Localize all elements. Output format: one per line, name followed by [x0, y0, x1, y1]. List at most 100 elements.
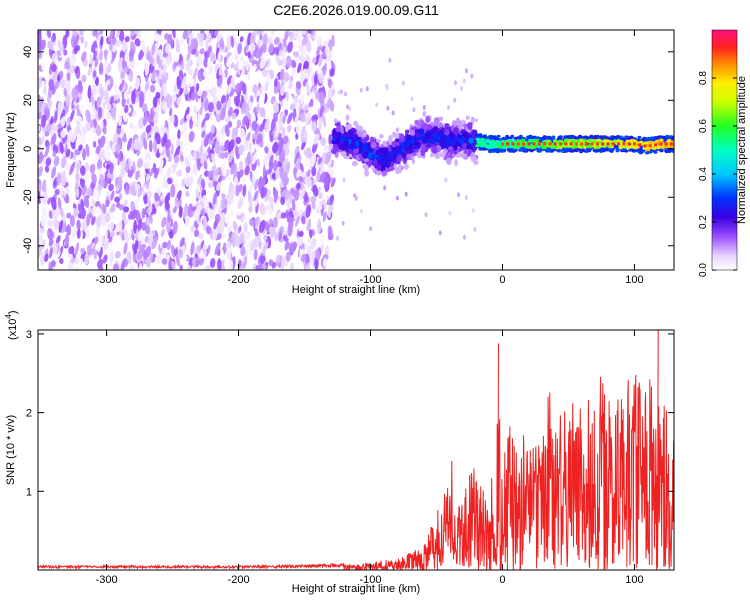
spectrogram-cell: [185, 190, 190, 197]
spectrogram-cell: [228, 190, 234, 202]
spectrogram-cell: [270, 227, 276, 239]
spectrogram-cell: [242, 184, 247, 197]
spectrogram-cell: [84, 40, 88, 49]
spectrogram-cell: [178, 69, 184, 79]
spectrogram-cell: [145, 124, 152, 133]
spectrogram-cell: [656, 146, 661, 150]
spectrogram-cell: [423, 122, 429, 130]
spectrogram-cell: [172, 93, 177, 103]
spectrogram-cell: [301, 171, 307, 178]
spectrogram-cell: [424, 212, 428, 218]
spectrogram-cell: [238, 232, 245, 245]
spectrogram-cell: [66, 124, 71, 132]
spectrogram-cell: [216, 100, 222, 111]
spectrogram-cell: [161, 258, 168, 265]
spectrogram-cell: [123, 218, 129, 226]
spectrogram-cell: [285, 251, 291, 262]
spectrogram-cell: [151, 42, 156, 56]
spectrogram-cell: [71, 87, 78, 101]
spectrogram-cell: [642, 147, 648, 151]
spectrogram-cell: [117, 60, 123, 73]
spectrogram-cell: [422, 105, 426, 110]
spectrogram-cell: [490, 135, 494, 139]
spectrogram-cell: [179, 155, 184, 163]
spectrogram-cell: [178, 205, 183, 218]
spectrogram-cell: [465, 68, 468, 74]
spectrogram-cell: [305, 81, 311, 94]
spectrogram-cell: [130, 30, 136, 37]
spectrogram-cell: [136, 158, 144, 168]
spectrogram-cell: [301, 215, 306, 225]
spectrogram-cell: [106, 50, 112, 65]
spectrogram-cell: [84, 162, 90, 172]
spectrogram-cell: [369, 226, 373, 232]
spectrogram-cell: [589, 135, 594, 139]
spectrogram-cell: [249, 95, 254, 103]
spectrogram-cell: [318, 150, 324, 157]
spectrogram-cell: [84, 252, 90, 265]
spectrogram-cell: [270, 117, 276, 132]
spectrogram-cell: [268, 43, 274, 54]
spectrogram-cell: [122, 112, 128, 122]
spectrogram-cell: [50, 64, 57, 73]
spectrogram-cell: [47, 40, 53, 50]
spectrogram-cell: [153, 111, 159, 126]
spectrogram-cell: [311, 90, 315, 99]
spectrogram-cell: [137, 230, 144, 242]
spectrogram-cell: [460, 153, 465, 158]
spectrogram-cell: [474, 118, 478, 123]
spectrogram-cell: [300, 136, 306, 143]
spectrogram-cell: [124, 104, 129, 114]
spectrogram-cell: [341, 151, 347, 156]
spectrogram-cell: [255, 138, 261, 145]
spectrogram-cell: [167, 209, 172, 223]
spectrogram-cell: [327, 97, 332, 109]
spectrogram-cell: [325, 244, 329, 256]
spectrogram-cell: [253, 248, 258, 261]
spectrogram-cell: [152, 162, 157, 174]
spectrogram-cell: [201, 130, 206, 139]
spectrogram-cell: [222, 96, 227, 103]
spectrogram-cell: [118, 204, 125, 211]
spectrogram-cell: [282, 135, 289, 145]
spectrogram-cell: [261, 68, 268, 77]
spectrogram-cell: [243, 214, 250, 225]
spectrogram-cell: [221, 193, 226, 200]
spectrogram-cell: [193, 210, 198, 219]
spectrogram-cell: [313, 133, 320, 145]
spectrogram-cell: [234, 52, 239, 61]
spectrogram-cell: [66, 212, 72, 219]
spectrogram-cell: [203, 249, 207, 261]
spectrogram-cell: [242, 256, 248, 270]
spectrogram-cell: [413, 145, 418, 150]
spectrogram-cell: [432, 146, 438, 154]
spectrogram-cell: [388, 57, 392, 63]
spectrogram-cell: [255, 49, 261, 59]
spectrogram-cell: [303, 104, 309, 112]
spectrogram-cell: [253, 196, 260, 208]
spectrogram-cell: [219, 220, 224, 235]
spectrogram-cell: [174, 145, 181, 158]
spectrogram-cell: [231, 112, 237, 120]
spectrogram-cell: [252, 84, 258, 94]
spectrogram-cell: [200, 178, 206, 190]
spectrogram-cell: [189, 78, 195, 88]
spectrogram-cell: [238, 225, 242, 234]
spectrogram-cell: [408, 143, 412, 151]
spectrogram-cell: [228, 259, 234, 270]
spectrogram-cell: [151, 69, 156, 83]
spectrogram-cell: [54, 92, 61, 103]
spectrogram-cell: [121, 211, 126, 222]
spectrogram-cell: [203, 97, 209, 112]
spectrogram-cell: [259, 202, 266, 216]
spectrogram-cell: [307, 236, 312, 244]
spectrogram-cell: [304, 175, 311, 187]
spectrogram-cell: [439, 122, 443, 128]
spectrogram-cell: [202, 70, 208, 78]
spectrogram-cell: [429, 121, 435, 126]
spectrogram-cell: [289, 103, 296, 111]
spectrogram-cell: [203, 57, 209, 68]
spectrogram-cell: [331, 34, 335, 48]
spectrogram-cell: [76, 162, 81, 173]
